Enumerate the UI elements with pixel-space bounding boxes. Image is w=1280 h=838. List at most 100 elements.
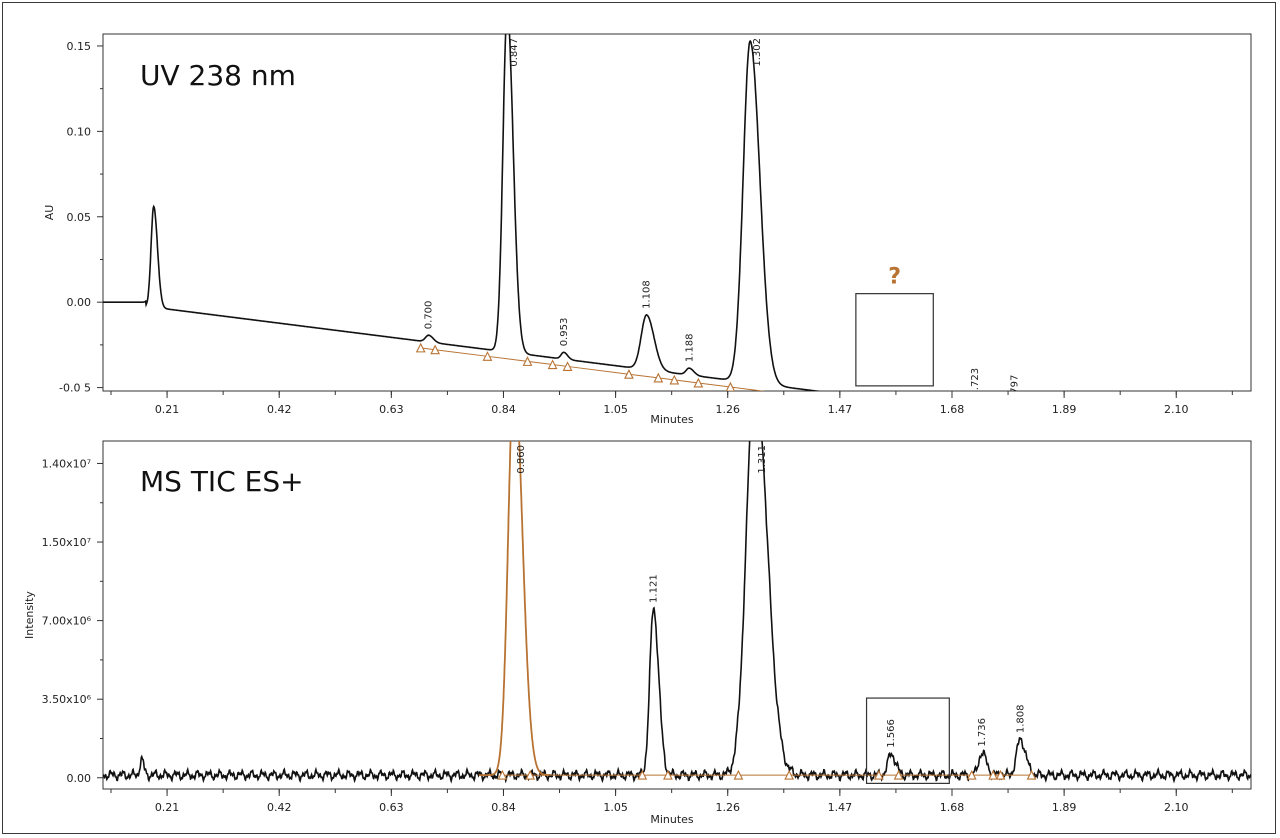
integration-marker [966, 769, 977, 780]
peak-label: 0.847 [509, 38, 520, 67]
series-trace [103, 441, 1251, 784]
y-tick-label: 0.10 [67, 125, 92, 138]
annotation-box [865, 697, 950, 784]
x-tick-label: 0.21 [155, 403, 180, 416]
integration-marker [784, 769, 795, 780]
integration-marker [562, 361, 573, 371]
integration-baseline [730, 386, 766, 391]
integration-marker [663, 769, 673, 780]
integration-marker [415, 342, 426, 353]
x-axis-label: Minutes [650, 813, 694, 826]
y-tick-label: 1.40x10⁷ [42, 457, 91, 470]
plot-content: 0.860 1.121 1.311 1.566 1.736 1.808 [103, 441, 1251, 784]
integration-marker [653, 372, 664, 383]
integration-marker [725, 381, 736, 391]
y-tick-label: 3.50x10⁶ [42, 693, 92, 706]
plot-area [102, 33, 1252, 392]
peak-label: 1.188 [684, 334, 695, 363]
integration-marker [482, 351, 493, 361]
integration-baseline [984, 419, 1003, 421]
integration-baseline [527, 360, 553, 366]
integration-marker [999, 417, 1007, 425]
integration-marker [988, 769, 998, 780]
x-tick-label: 1.68 [940, 403, 965, 416]
peak-label: 1.797 [1009, 375, 1020, 404]
integration-baseline [435, 349, 488, 357]
annotation-question: ? [888, 265, 901, 290]
x-tick-label: 0.42 [267, 403, 292, 416]
x-tick-label: 1.89 [1052, 403, 1077, 416]
integration-marker [893, 769, 904, 780]
x-tick-label: 0.21 [155, 801, 180, 814]
integration-marker [1026, 769, 1037, 780]
x-tick-label: 0.63 [379, 801, 404, 814]
integration-marker [1028, 421, 1036, 429]
integration-baseline [567, 365, 630, 375]
x-tick-label: 1.47 [828, 801, 853, 814]
integration-baseline [1003, 421, 1032, 425]
integration-marker [669, 374, 680, 385]
integration-marker [547, 359, 558, 370]
integration-marker [637, 769, 648, 780]
integration-marker [430, 344, 441, 355]
integration-baseline [965, 417, 984, 419]
chart-panel-2: 0.21 0.42 0.63 0.84 1.05 1.26 1.47 1.68 1.89 2.10… [23, 440, 1252, 826]
x-tick-label: 1.68 [940, 801, 965, 814]
x-tick-label: 2.10 [1164, 403, 1189, 416]
y-tick-label: 0.15 [67, 40, 92, 53]
annotation-box [855, 293, 934, 387]
y-tick-label: 0.00 [67, 772, 92, 785]
integration-marker [733, 769, 744, 780]
peak-label: 1.121 [649, 574, 660, 603]
x-tick-label: 2.10 [1164, 801, 1189, 814]
chart-title: MS TIC ES+ [140, 465, 304, 498]
y-tick-label: -0.0 5 [59, 382, 91, 395]
peak-label: 1.723 [970, 368, 981, 397]
plot-content: 0.700 0.847 0.953 1.108 1.188 1.302 1.723 1.797 [103, 34, 1036, 429]
series-trace [103, 34, 823, 391]
peak-label: 1.736 [977, 718, 988, 747]
peak-label: 0.860 [516, 445, 527, 474]
x-tick-label: 0.42 [267, 801, 292, 814]
peak-label: 1.302 [752, 38, 763, 67]
peak-label: 1.108 [642, 280, 653, 309]
integration-marker [995, 769, 1006, 780]
integration-marker [980, 415, 988, 423]
integration-baseline [487, 355, 528, 362]
y-tick-label: 0.05 [67, 211, 92, 224]
x-tick-label: 1.47 [828, 403, 853, 416]
integration-marker [804, 393, 812, 401]
y-tick-label: 7.00x10⁶ [42, 615, 92, 628]
integration-baseline [674, 379, 699, 384]
peak-label: 0.700 [424, 301, 435, 330]
integration-marker [525, 769, 536, 780]
x-axis-label: Minutes [650, 413, 694, 426]
peak-label: 1.566 [886, 719, 897, 748]
integration-baseline [628, 373, 659, 379]
integration-marker [522, 356, 533, 366]
x-tick-label: 0.84 [491, 801, 516, 814]
x-tick-label: 1.05 [603, 801, 628, 814]
x-tick-label: 0.84 [491, 403, 516, 416]
x-tick-label: 1.89 [1052, 801, 1077, 814]
y-tick-label: 0.00 [67, 296, 92, 309]
chart-panel-1: 0.21 0.42 0.63 0.84 1.05 1.26 1.47 1.68 1.89 2.10… [43, 33, 1252, 429]
integration-marker [873, 769, 884, 780]
x-tick-label: 1.26 [715, 403, 740, 416]
integration-marker [624, 368, 634, 379]
integration-marker [497, 769, 508, 780]
y-axis-label: Intensity [23, 591, 36, 639]
chart-title: UV 238 nm [140, 59, 296, 92]
x-tick-label: 1.05 [603, 403, 628, 416]
peak-label: 0.953 [559, 318, 570, 347]
integration-baseline [698, 382, 731, 388]
peak-label: 1.311 [757, 445, 768, 474]
plot-area [102, 440, 1252, 790]
y-tick-label: 1.50x10⁷ [42, 536, 91, 549]
peak-label: 1.808 [1015, 705, 1026, 734]
x-tick-label: 1.26 [715, 801, 740, 814]
y-axis-label: AU [43, 205, 56, 221]
integration-marker [693, 377, 704, 388]
